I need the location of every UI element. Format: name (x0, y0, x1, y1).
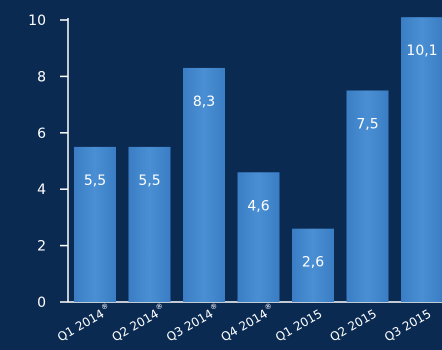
y-tick-label: 0 (37, 295, 46, 311)
x-tick-group: Q2 2015 (327, 306, 379, 344)
y-tick-label: 6 (37, 126, 46, 142)
y-tick-label: 8 (37, 69, 46, 85)
x-tick-label: Q1 2014 (55, 306, 107, 344)
x-tick-group: Q1 2014® (55, 302, 110, 345)
x-tick-mark-symbol: ® (100, 302, 110, 312)
bar-value-label: 4,6 (247, 198, 269, 214)
x-tick-label: Q3 2015 (382, 306, 434, 344)
x-tick-label: Q3 2014 (164, 306, 216, 344)
x-tick-mark-symbol: ® (209, 302, 219, 312)
x-tick-group: Q3 2015 (382, 306, 434, 344)
y-tick-label: 10 (28, 13, 46, 29)
bar-value-label: 2,6 (302, 255, 324, 271)
x-tick-label: Q2 2014 (109, 306, 161, 344)
bar (74, 146, 116, 302)
bar (128, 146, 171, 302)
bar (183, 67, 225, 302)
x-tick-group: Q2 2014® (109, 302, 164, 345)
x-tick-group: Q1 2015 (273, 306, 325, 344)
bar-value-label: 5,5 (138, 173, 160, 189)
bar-layer (74, 17, 442, 303)
x-tick-group: Q4 2014® (218, 302, 273, 345)
bar (292, 228, 334, 302)
bar-value-label: 10,1 (406, 43, 437, 59)
bar-value-label: 7,5 (356, 117, 378, 133)
x-tick-label: Q4 2014 (218, 306, 270, 344)
x-tick-group: Q3 2014® (164, 302, 219, 345)
x-tick-label: Q2 2015 (327, 306, 379, 344)
x-tick-mark-symbol: ® (154, 302, 164, 312)
y-tick-label: 2 (37, 239, 46, 255)
x-tick-mark-symbol: ® (263, 302, 273, 312)
x-tick-label: Q1 2015 (273, 306, 325, 344)
bar (346, 90, 389, 302)
bar (401, 17, 442, 303)
bar-value-label: 5,5 (84, 173, 106, 189)
y-tick-label: 4 (37, 182, 46, 198)
bar-value-label: 8,3 (193, 94, 215, 110)
bar (237, 172, 280, 302)
